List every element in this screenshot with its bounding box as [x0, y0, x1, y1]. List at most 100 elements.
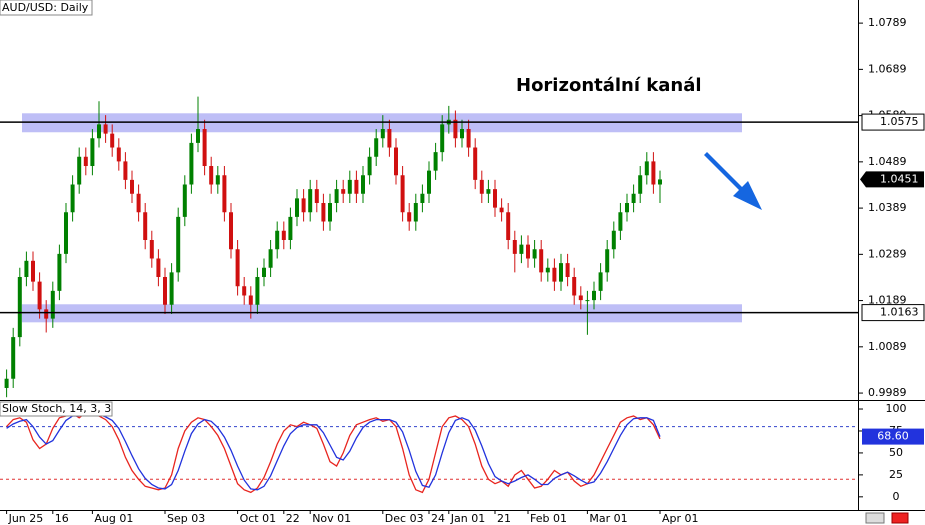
candle-body	[248, 295, 253, 305]
x-tick-label: Oct 01	[240, 512, 277, 525]
candle-body	[380, 129, 385, 139]
candle-body	[354, 179, 359, 194]
candle-body	[526, 244, 530, 259]
candle-body	[281, 230, 286, 240]
candle-body	[499, 207, 504, 213]
candle-body	[262, 267, 266, 277]
x-tick-label: 16	[55, 512, 69, 525]
last-price-tag	[860, 171, 924, 188]
candle-body	[288, 216, 293, 240]
trend-arrow	[704, 152, 762, 210]
candle-body	[598, 272, 603, 291]
value-tag	[862, 428, 924, 445]
chart-title: Slow Stoch, 14, 3, 3	[2, 402, 111, 415]
candle-body	[44, 309, 49, 319]
candle-body	[11, 337, 16, 379]
candle-body	[321, 203, 326, 222]
x-tick-label: Aug 01	[94, 512, 133, 525]
x-tick-label: 21	[497, 512, 511, 525]
candle-body	[519, 244, 524, 254]
candle-body	[163, 276, 167, 305]
candle-body	[578, 295, 583, 301]
candle-body	[97, 124, 101, 139]
candle-body	[420, 193, 425, 204]
candle-body	[37, 281, 42, 310]
candle-body	[110, 133, 115, 148]
candle-body	[156, 258, 161, 277]
y-tick-label: 50	[889, 446, 903, 459]
x-tick-label: Jan 01	[450, 512, 485, 525]
candle-body	[618, 212, 623, 231]
x-tick-label: Nov 01	[312, 512, 351, 525]
candle-body	[460, 129, 464, 139]
candle-body	[638, 175, 643, 194]
candle-body	[493, 189, 497, 208]
candle-body	[473, 147, 478, 180]
x-tick-label: Dec 03	[385, 512, 424, 525]
x-tick-label: 24	[431, 512, 445, 525]
candle-body	[433, 152, 438, 171]
candle-body	[407, 212, 412, 222]
candle-body	[644, 161, 649, 176]
last-price-label: 1.0451	[880, 172, 919, 185]
value-tag-label: 68.60	[877, 430, 909, 443]
candle-body	[149, 240, 154, 259]
candle-body	[189, 142, 194, 185]
candle-body	[176, 216, 181, 273]
x-tick-label: Sep 03	[167, 512, 205, 525]
candle-body	[4, 378, 9, 388]
candle-body	[268, 249, 273, 268]
candle-body	[308, 189, 313, 213]
candle-body	[123, 161, 128, 180]
candle-body	[90, 138, 95, 167]
candle-body	[427, 170, 431, 194]
candle-body	[552, 267, 557, 282]
x-tick-label: Jun 25	[8, 512, 44, 525]
candle-body	[361, 175, 365, 194]
candle-body	[559, 263, 563, 282]
candle-body	[242, 286, 247, 296]
scroll-icon[interactable]	[865, 512, 885, 524]
close-icon[interactable]	[891, 512, 909, 524]
candle-body	[486, 189, 491, 194]
candle-body	[341, 189, 346, 194]
candle-body	[605, 249, 610, 273]
candle-body	[611, 230, 616, 250]
candle-body	[625, 203, 629, 213]
candle-body	[116, 147, 121, 162]
candle-body	[440, 124, 445, 153]
y-tick-label: 1.0689	[868, 62, 907, 75]
candle-body	[103, 124, 108, 134]
candle-body	[182, 184, 187, 217]
candle-body	[275, 230, 280, 250]
candle-body	[328, 203, 332, 222]
chart-title: AUD/USD: Daily	[2, 1, 89, 14]
candle-body	[17, 276, 22, 338]
price-tag	[861, 113, 925, 131]
candle-body	[572, 276, 577, 296]
candle-body	[532, 249, 537, 259]
candle-body	[136, 193, 141, 213]
candle-body	[169, 272, 174, 305]
candle-body	[539, 249, 544, 273]
candle-body	[466, 129, 471, 148]
candle-body	[413, 203, 418, 222]
candle-body	[83, 156, 88, 167]
price-tag	[861, 304, 925, 322]
candle-body	[255, 276, 260, 305]
candle-body	[143, 212, 148, 240]
candle-body	[334, 189, 339, 204]
candle-body	[585, 300, 590, 302]
candle-body	[70, 184, 75, 213]
plot-layer: 0.99891.00891.01891.02891.03891.04891.05…	[0, 0, 907, 503]
candle-body	[658, 179, 662, 185]
x-tick-label: Apr 01	[662, 512, 699, 525]
y-tick-label: 1.0789	[868, 16, 907, 29]
candle-body	[314, 189, 319, 204]
y-tick-label: 100	[886, 402, 907, 415]
candle-body	[235, 249, 240, 287]
candle-body	[77, 156, 82, 185]
candle-body	[545, 267, 550, 273]
